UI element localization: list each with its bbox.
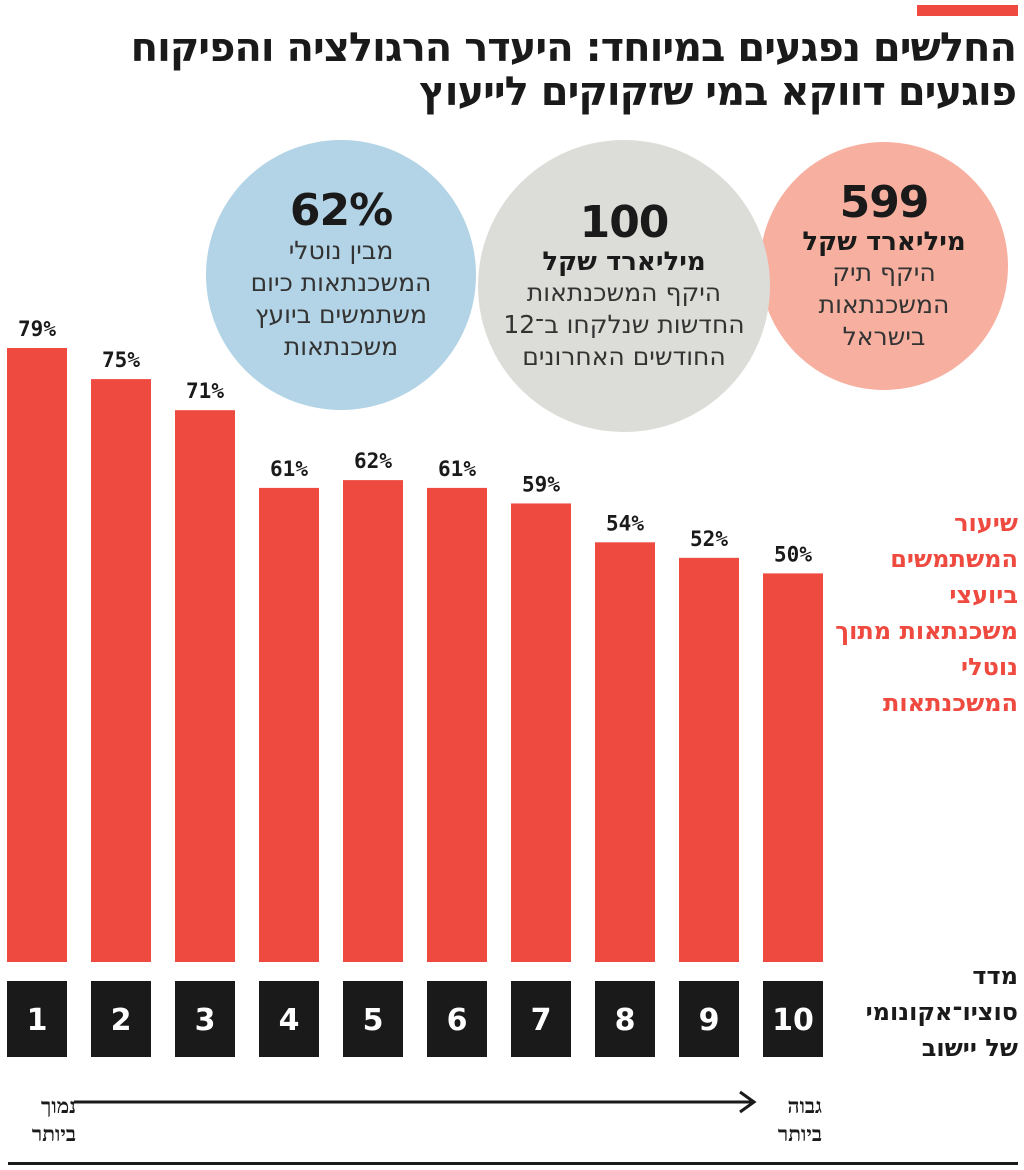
stat-bubble-new-mortgages: 100 מיליארד שקל היקף המשכנתאות החדשות שנ… <box>478 140 770 432</box>
stat-bubble-portfolio: 599 מיליארד שקל היקף תיק המשכנתאות בישרא… <box>760 142 1008 390</box>
bar-3 <box>175 410 235 962</box>
x-tick-label: 5 <box>363 1003 384 1038</box>
bar-value-label: 71% <box>186 379 224 403</box>
bar-value-label: 61% <box>270 457 308 481</box>
bar-6 <box>427 487 487 962</box>
bar-value-label: 59% <box>522 472 560 496</box>
x-tick-label: 3 <box>195 1003 216 1038</box>
x-tick-label: 1 <box>27 1003 48 1038</box>
stat-advisor-use-desc: מבין נוטלי המשכנתאות כיום משתמשים ביועץ … <box>250 236 432 361</box>
category-box <box>259 981 319 1057</box>
x-tick-label: 6 <box>447 1003 468 1038</box>
chart-title: החלשים נפגעים במיוחד: היעדר הרגולציה והפ… <box>130 25 1017 115</box>
x-tick-label: 9 <box>699 1003 720 1038</box>
bar-5 <box>343 480 403 962</box>
bar-value-label: 52% <box>690 527 728 551</box>
x-tick-label: 2 <box>111 1003 132 1038</box>
bottom-rule <box>8 1162 1018 1165</box>
x-tick-label: 7 <box>531 1003 552 1038</box>
x-tick-label: 4 <box>279 1003 300 1038</box>
category-box <box>427 981 487 1057</box>
stat-portfolio-unit: מיליארד שקל <box>802 227 966 257</box>
category-box <box>7 981 67 1057</box>
accent-bar <box>917 5 1018 16</box>
axis-low-label: נמוך ביותר <box>31 1094 76 1146</box>
bar-2 <box>91 379 151 962</box>
x-tick-label: 10 <box>772 1003 814 1038</box>
stat-portfolio-desc: היקף תיק המשכנתאות בישראל <box>818 258 950 351</box>
bar-7 <box>511 503 571 962</box>
category-box <box>595 981 655 1057</box>
bar-4 <box>259 487 319 962</box>
stat-portfolio-value: 599 <box>839 177 930 228</box>
category-box <box>679 981 739 1057</box>
category-box <box>763 981 823 1057</box>
x-axis-label: מדד סוציו־אקונומי של יישוב <box>865 962 1018 1062</box>
stat-bubble-advisor-use: 62% מבין נוטלי המשכנתאות כיום משתמשים בי… <box>206 140 476 410</box>
bar-value-label: 75% <box>102 348 140 372</box>
bar-8 <box>595 542 655 962</box>
bar-value-label: 54% <box>606 511 644 535</box>
bar-value-label: 50% <box>774 542 812 566</box>
stat-new-mortgages-unit: מיליארד שקל <box>542 247 706 277</box>
category-box <box>91 981 151 1057</box>
stat-new-mortgages-value: 100 <box>579 197 670 248</box>
bar-value-label: 62% <box>354 449 392 473</box>
stat-new-mortgages-desc: היקף המשכנתאות החדשות שנלקחו ב־12 החודשי… <box>503 278 745 371</box>
direction-arrow-icon <box>74 1090 757 1114</box>
axis-high-label: גבוה ביותר <box>777 1094 822 1146</box>
x-tick-label: 8 <box>615 1003 636 1038</box>
bar-9 <box>679 557 739 962</box>
bar-value-label: 79% <box>18 317 56 341</box>
category-box <box>343 981 403 1057</box>
legend-label: שיעור המשתמשים ביועצי משכנתאות מתוך נוטל… <box>835 509 1018 717</box>
stat-advisor-use-value: 62% <box>289 185 393 236</box>
bar-10 <box>763 573 823 962</box>
category-box <box>175 981 235 1057</box>
bar-1 <box>7 348 67 962</box>
category-box <box>511 981 571 1057</box>
bar-value-label: 61% <box>438 457 476 481</box>
